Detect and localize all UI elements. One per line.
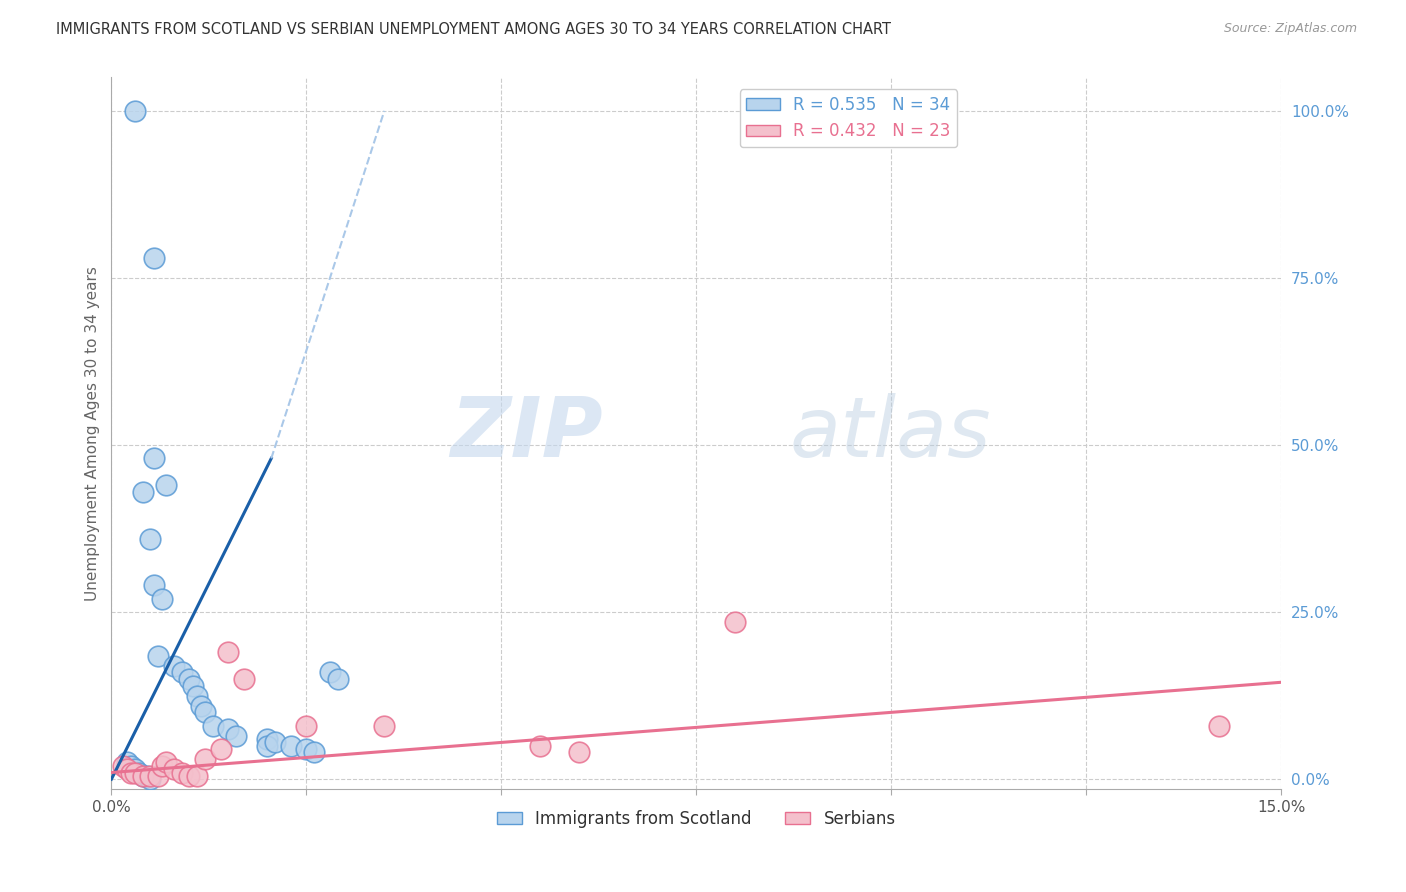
Point (373, 719, 395, 733)
Point (143, 251, 166, 265)
Point (128, 765, 150, 780)
Text: IMMIGRANTS FROM SCOTLAND VS SERBIAN UNEMPLOYMENT AMONG AGES 30 TO 34 YEARS CORRE: IMMIGRANTS FROM SCOTLAND VS SERBIAN UNEM… (56, 22, 891, 37)
Point (124, 103, 146, 118)
Point (143, 451, 166, 466)
Point (186, 769, 208, 783)
Point (155, 478, 177, 492)
Text: Source: ZipAtlas.com: Source: ZipAtlas.com (1223, 22, 1357, 36)
Point (181, 679, 204, 693)
Point (326, 672, 349, 686)
Point (170, 765, 193, 780)
Point (724, 615, 747, 629)
Point (124, 765, 146, 780)
Point (302, 746, 325, 760)
Point (225, 729, 247, 743)
Point (131, 769, 153, 783)
Point (139, 532, 162, 546)
Point (280, 739, 302, 753)
Point (1208, 719, 1230, 733)
Point (139, 772, 162, 787)
Point (529, 739, 551, 753)
Point (120, 759, 142, 773)
Text: atlas: atlas (790, 392, 991, 474)
Point (256, 732, 278, 747)
Point (233, 672, 256, 686)
Point (256, 739, 278, 753)
Point (568, 746, 591, 760)
Point (148, 769, 170, 783)
Point (179, 769, 201, 783)
Point (124, 762, 146, 776)
Point (163, 762, 186, 776)
Point (135, 769, 157, 783)
Point (295, 742, 318, 756)
Point (155, 756, 177, 770)
Point (319, 665, 342, 680)
Point (217, 645, 239, 659)
Point (115, 756, 138, 770)
Point (201, 719, 224, 733)
Point (112, 759, 135, 773)
Point (148, 648, 170, 663)
Point (217, 722, 239, 736)
Point (295, 719, 318, 733)
Point (143, 578, 166, 592)
Point (179, 672, 201, 686)
Point (194, 752, 217, 766)
Point (131, 484, 153, 499)
Point (150, 759, 173, 773)
Point (264, 735, 287, 749)
Point (131, 769, 153, 783)
Point (115, 762, 138, 776)
Point (194, 706, 217, 720)
Point (170, 665, 193, 680)
Legend: Immigrants from Scotland, Serbians: Immigrants from Scotland, Serbians (491, 803, 903, 834)
Point (120, 765, 142, 780)
Point (190, 698, 212, 713)
Point (163, 658, 186, 673)
Y-axis label: Unemployment Among Ages 30 to 34 years: Unemployment Among Ages 30 to 34 years (86, 266, 100, 601)
Point (139, 769, 162, 783)
Point (209, 742, 232, 756)
Point (150, 591, 173, 606)
Text: ZIP: ZIP (450, 392, 603, 474)
Point (186, 689, 208, 703)
